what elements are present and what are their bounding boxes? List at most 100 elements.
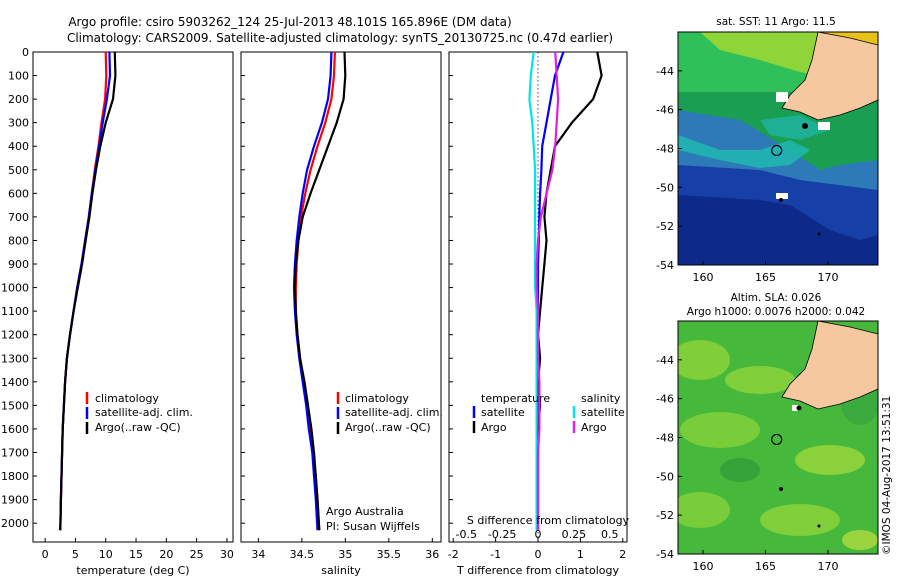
- temperature-tick-label: 5: [72, 548, 79, 561]
- pi-credit: PI: Susan Wijffels: [326, 520, 420, 533]
- sla-map-title: Altim. SLA: 0.026: [731, 292, 822, 304]
- sla-map-image: [678, 321, 878, 554]
- temperature-panel-frame: [32, 51, 234, 543]
- lat-tick-label: -50: [656, 181, 674, 194]
- depth-tick-label: 1400: [1, 376, 29, 389]
- temperature-xlabel: temperature (deg C): [76, 564, 189, 577]
- temperature-tick-label: 0: [42, 548, 49, 561]
- depth-tick-label: 1700: [1, 446, 29, 459]
- lat-tick-label: -48: [656, 143, 674, 156]
- lat-tick-label: -48: [656, 432, 674, 445]
- lon-tick-label: 165: [755, 560, 776, 573]
- t-difference-axis: -2 -1 0 1 2: [448, 538, 626, 561]
- sla-map-axes: 160 165 170 -44 -46 -48 -50 -52 -54: [656, 354, 838, 573]
- legend-title-temperature: temperature: [481, 392, 550, 405]
- series-line-climatology: [59, 52, 108, 531]
- difference-legend: temperature satellite Argo salinity sate…: [472, 392, 625, 434]
- salinity-axis: 34 34.5 35 35.5 36: [251, 538, 439, 561]
- series-line-argo-raw-qc-: [293, 52, 347, 531]
- t-difference-xlabel: T difference from climatology: [456, 564, 619, 577]
- temperature-tick-label: 25: [190, 548, 204, 561]
- legend-label-satellite: satellite-adj. clim.: [345, 406, 443, 419]
- s-difference-tick-label: 0: [535, 528, 542, 541]
- s-difference-xlabel: S difference from climatology: [467, 514, 630, 527]
- depth-tick-label: 300: [8, 117, 29, 130]
- depth-tick-label: 900: [8, 258, 29, 271]
- sst-map-axes: 160 165 170 -44 -46 -48 -50 -52 -54: [656, 65, 838, 284]
- lat-tick-label: -52: [656, 220, 674, 233]
- temperature-lines: [59, 52, 117, 531]
- legend-label-sal-argo: Argo: [581, 421, 607, 434]
- lon-tick-label: 160: [693, 271, 714, 284]
- depth-tick-label: 1200: [1, 329, 29, 342]
- salinity-panel-frame: [240, 51, 442, 543]
- depth-axis: 0 100 200 300 400 500 600 700 800 900 1000 1100 1200…: [1, 46, 453, 530]
- lat-tick-label: -50: [656, 470, 674, 483]
- legend-label-satellite: satellite-adj. clim.: [95, 406, 193, 419]
- depth-tick-label: 400: [8, 140, 29, 153]
- depth-tick-label: 0: [22, 46, 29, 59]
- salinity-tick-label: 34: [251, 548, 265, 561]
- temperature-tick-label: 10: [99, 548, 113, 561]
- temperature-axis: 0 5 10 15 20 25 30: [42, 538, 234, 561]
- sst-argo-position-marker: [771, 144, 783, 157]
- sst-map-title: sat. SST: 11 Argo: 11.5: [716, 16, 836, 28]
- depth-tick-label: 1500: [1, 399, 29, 412]
- s-difference-tick-label: 0.5: [601, 528, 619, 541]
- lon-tick-label: 170: [818, 560, 839, 573]
- legend-label-argo: Argo(..raw -QC): [345, 421, 431, 434]
- difference-lines: [528, 52, 603, 542]
- imos-timestamp: ©IMOS 04-Aug-2017 13:51:31: [881, 396, 893, 555]
- s-difference-tick-label: 0.25: [562, 528, 587, 541]
- s-difference-tick-label: -0.25: [488, 528, 516, 541]
- series-line-salinity-argo: [535, 52, 560, 531]
- legend-label-argo: Argo(..raw -QC): [95, 421, 181, 434]
- depth-tick-label: 1600: [1, 423, 29, 436]
- salinity-tick-label: 35: [338, 548, 352, 561]
- legend-label-temp-satellite: satellite: [481, 406, 525, 419]
- depth-tick-label: 1000: [1, 282, 29, 295]
- depth-tick-label: 100: [8, 70, 29, 83]
- depth-tick-label: 500: [8, 164, 29, 177]
- lat-tick-label: -46: [656, 393, 674, 406]
- legend-title-salinity: salinity: [581, 392, 621, 405]
- legend-label-climatology: climatology: [345, 392, 409, 405]
- argo-australia-credit: Argo Australia: [326, 505, 404, 518]
- lon-tick-label: 160: [693, 560, 714, 573]
- depth-tick-label: 1800: [1, 470, 29, 483]
- lat-tick-label: -46: [656, 104, 674, 117]
- s-difference-axis: -0.5 -0.25 0 0.25 0.5: [455, 528, 618, 541]
- depth-tick-label: 200: [8, 93, 29, 106]
- s-difference-tick-label: -0.5: [455, 528, 476, 541]
- lon-tick-label: 165: [755, 271, 776, 284]
- series-line-temperature-argo: [536, 52, 603, 531]
- salinity-lines: [292, 52, 347, 531]
- depth-tick-label: 2000: [1, 517, 29, 530]
- t-difference-tick-label: 1: [577, 548, 584, 561]
- salinity-tick-label: 36: [425, 548, 439, 561]
- salinity-tick-label: 34.5: [290, 548, 315, 561]
- lat-tick-label: -44: [656, 354, 674, 367]
- temperature-legend: climatology satellite-adj. clim. Argo(..…: [85, 392, 193, 434]
- legend-label-sal-satellite: satellite: [581, 406, 625, 419]
- salinity-xlabel: salinity: [321, 564, 361, 577]
- sla-argo-position-marker: [771, 433, 783, 446]
- t-difference-tick-label: 2: [619, 548, 626, 561]
- series-line-argo-raw-qc-: [59, 52, 117, 531]
- series-line-satellite-adj-clim-: [59, 52, 112, 531]
- series-line-salinity-satellite: [528, 52, 538, 531]
- lat-tick-label: -44: [656, 65, 674, 78]
- legend-label-climatology: climatology: [95, 392, 159, 405]
- sla-map-subtitle: Argo h1000: 0.0076 h2000: 0.042: [687, 306, 865, 318]
- temperature-tick-label: 15: [129, 548, 143, 561]
- sst-map-image: [678, 32, 878, 265]
- depth-tick-label: 1900: [1, 494, 29, 507]
- depth-tick-label: 800: [8, 234, 29, 247]
- depth-tick-label: 600: [8, 187, 29, 200]
- lat-tick-label: -52: [656, 509, 674, 522]
- depth-tick-label: 700: [8, 211, 29, 224]
- temperature-tick-label: 20: [159, 548, 173, 561]
- salinity-tick-label: 35.5: [377, 548, 402, 561]
- t-difference-tick-label: 0: [535, 548, 542, 561]
